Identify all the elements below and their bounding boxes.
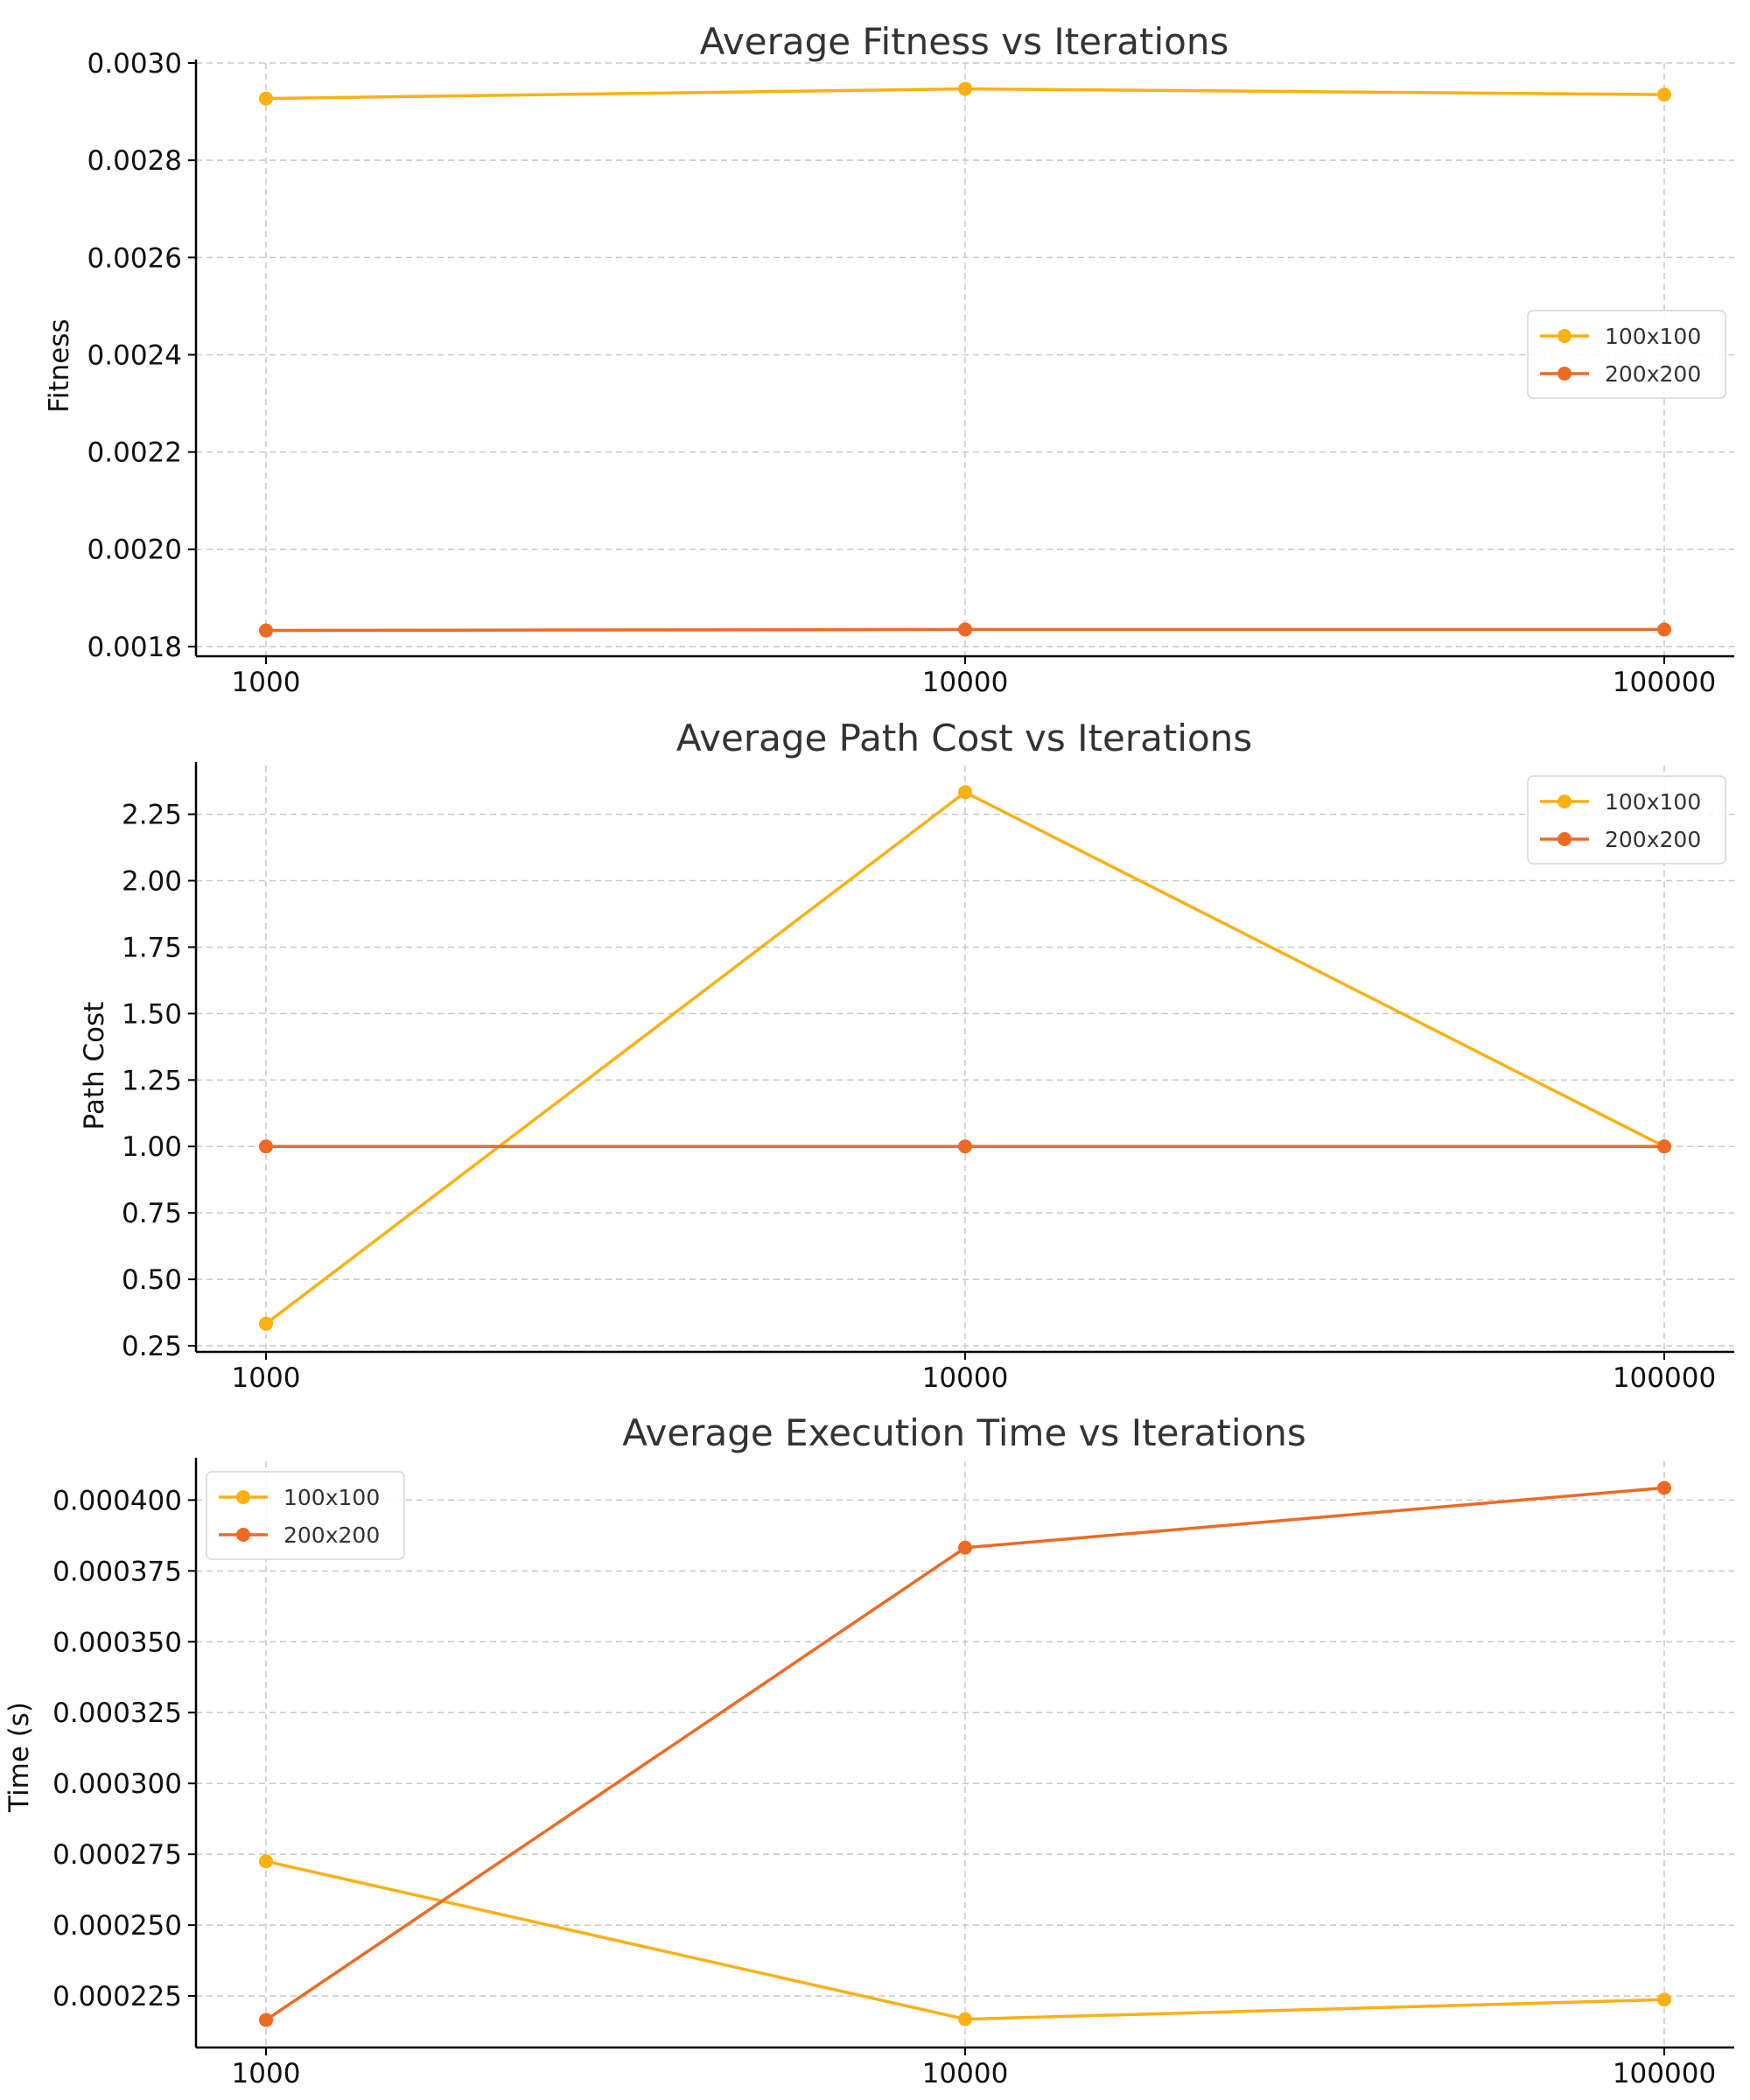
fitness-chart: Average Fitness vs Iterations Fitness 0.… bbox=[44, 20, 1734, 698]
y-tick-label: 0.0030 bbox=[88, 48, 182, 80]
legend-marker bbox=[1558, 329, 1572, 343]
legend-marker bbox=[1558, 367, 1572, 381]
y-tick-label: 0.75 bbox=[122, 1198, 182, 1229]
y-tick-label: 2.25 bbox=[122, 800, 182, 831]
legend: 100x100 200x200 bbox=[206, 1471, 405, 1560]
y-axis-label: Path Cost bbox=[79, 1002, 110, 1130]
y-axis-label: Time (s) bbox=[4, 1702, 35, 1813]
x-tick-label: 1000 bbox=[232, 2058, 301, 2090]
x-tick-label: 10000 bbox=[922, 667, 1009, 698]
y-tick-label: 0.0018 bbox=[88, 632, 182, 663]
data-point bbox=[958, 785, 972, 800]
legend-frame bbox=[1527, 775, 1726, 864]
series-200x200 bbox=[259, 1139, 1671, 1154]
data-point bbox=[259, 2012, 273, 2027]
legend-label: 200x200 bbox=[1605, 361, 1701, 387]
y-tick-label: 1.00 bbox=[122, 1131, 182, 1163]
legend-label: 100x100 bbox=[284, 1485, 380, 1510]
legend-marker bbox=[1558, 832, 1572, 846]
chart-title: Average Path Cost vs Iterations bbox=[676, 717, 1252, 760]
series-200x200 bbox=[259, 622, 1671, 638]
data-point bbox=[958, 2012, 972, 2026]
y-tick-label: 0.50 bbox=[122, 1264, 182, 1296]
y-tick-label: 0.0026 bbox=[88, 242, 182, 274]
y-tick-label: 0.000325 bbox=[52, 1698, 182, 1729]
y-tick-label: 0.000350 bbox=[52, 1627, 182, 1658]
grid bbox=[196, 766, 1734, 1352]
y-tick-label: 1.25 bbox=[122, 1065, 182, 1096]
data-point bbox=[958, 81, 972, 96]
legend: 100x100 200x200 bbox=[1527, 775, 1726, 864]
legend-label: 100x100 bbox=[1605, 789, 1701, 815]
series-200x200 bbox=[259, 1480, 1671, 2027]
y-tick-label: 0.0022 bbox=[88, 438, 182, 469]
legend-frame bbox=[206, 1471, 405, 1560]
x-tick-label: 100000 bbox=[1613, 667, 1716, 698]
data-point bbox=[1657, 622, 1671, 637]
y-tick-label: 0.000375 bbox=[52, 1556, 182, 1587]
data-point bbox=[1657, 1480, 1671, 1495]
y-tick-label: 0.000400 bbox=[52, 1485, 182, 1516]
legend-marker bbox=[236, 1490, 250, 1504]
y-tick-label: 0.25 bbox=[122, 1331, 182, 1362]
x-tick-label: 10000 bbox=[922, 2058, 1009, 2090]
legend: 100x100 200x200 bbox=[1527, 310, 1726, 399]
data-point bbox=[259, 623, 273, 638]
path-cost-chart: Average Path Cost vs Iterations Path Cos… bbox=[79, 717, 1734, 1394]
legend-marker bbox=[1558, 794, 1572, 808]
data-point bbox=[958, 622, 972, 637]
x-tick-label: 100000 bbox=[1613, 2058, 1716, 2090]
chart-title: Average Fitness vs Iterations bbox=[700, 20, 1229, 63]
data-point bbox=[1657, 88, 1671, 102]
data-point bbox=[259, 1316, 273, 1331]
x-tick-label: 10000 bbox=[922, 1362, 1009, 1394]
y-tick-label: 0.000225 bbox=[52, 1981, 182, 2012]
series-100x100 bbox=[259, 1854, 1671, 2026]
data-point bbox=[259, 1139, 273, 1154]
data-point bbox=[259, 91, 273, 106]
y-tick-label: 0.000275 bbox=[52, 1839, 182, 1871]
y-tick-label: 0.000300 bbox=[52, 1768, 182, 1800]
legend-label: 200x200 bbox=[1605, 827, 1701, 852]
series-100x100 bbox=[259, 81, 1671, 106]
data-point bbox=[958, 1540, 972, 1555]
legend-label: 200x200 bbox=[284, 1522, 380, 1548]
grid bbox=[196, 1461, 1734, 2048]
execution-time-chart: Average Execution Time vs Iterations Tim… bbox=[4, 1411, 1734, 2090]
y-tick-label: 0.0024 bbox=[88, 340, 182, 371]
y-axis-label: Fitness bbox=[44, 318, 75, 412]
y-tick-label: 0.0020 bbox=[88, 535, 182, 566]
data-point bbox=[1657, 1139, 1671, 1154]
y-tick-label: 0.0028 bbox=[88, 145, 182, 177]
data-point bbox=[259, 1854, 273, 1869]
data-point bbox=[958, 1139, 972, 1154]
legend-label: 100x100 bbox=[1605, 324, 1701, 349]
x-tick-label: 100000 bbox=[1613, 1362, 1716, 1394]
data-point bbox=[1657, 1992, 1671, 2007]
grid bbox=[196, 62, 1734, 656]
chart-title: Average Execution Time vs Iterations bbox=[622, 1411, 1306, 1454]
y-tick-label: 1.50 bbox=[122, 998, 182, 1030]
legend-marker bbox=[236, 1528, 250, 1542]
x-tick-label: 1000 bbox=[232, 1362, 301, 1394]
legend-frame bbox=[1527, 310, 1726, 399]
x-tick-label: 1000 bbox=[232, 667, 301, 698]
y-tick-label: 0.000250 bbox=[52, 1910, 182, 1942]
y-tick-label: 1.75 bbox=[122, 932, 182, 963]
y-tick-label: 2.00 bbox=[122, 866, 182, 898]
